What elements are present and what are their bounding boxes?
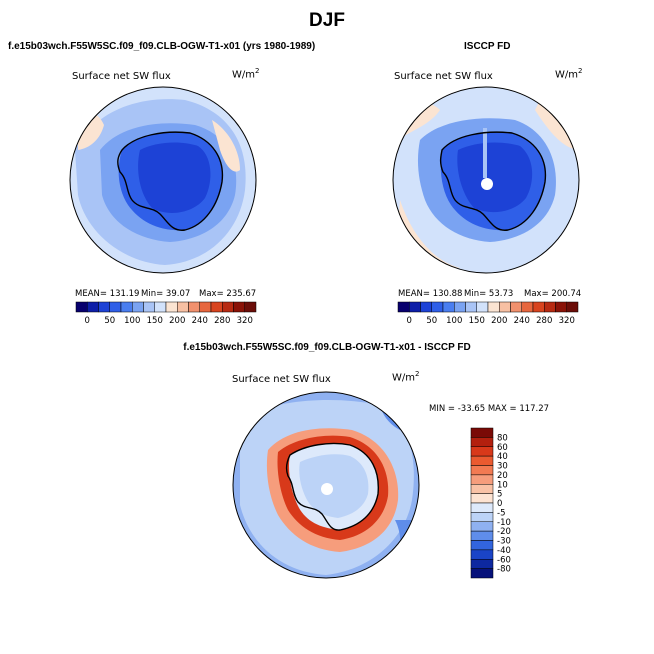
panel2-plateau-field xyxy=(457,142,533,213)
panel1-stats-max: Max= 235.67 xyxy=(199,289,257,299)
panel1-colorbar-tick-label: 320 xyxy=(237,316,253,326)
panel3-colorbar-box xyxy=(470,446,494,457)
panel3-colorbar-tick-label: 80 xyxy=(497,433,508,443)
panel2-colorbar-tick-label: 100 xyxy=(446,316,462,326)
panel3-colorbar-tick-label: 60 xyxy=(497,443,508,453)
panel3-colorbar-tick-label: -80 xyxy=(497,565,511,575)
panel3-colorbar-box xyxy=(470,502,494,513)
panel1-plateau-field xyxy=(138,142,211,213)
panel2-colorbar-box xyxy=(566,301,579,313)
panel3-colorbar-box xyxy=(470,549,494,560)
panel3-coastline xyxy=(285,442,379,531)
panel1-colorbar-tick-label: 240 xyxy=(192,316,208,326)
panel3-colorbar-tick-label: 30 xyxy=(497,462,508,472)
panel1-stats-mean: MEAN= 131.19 xyxy=(75,289,140,299)
panel3-colorbar-tick-label: -10 xyxy=(497,518,511,528)
panel1-map-border xyxy=(69,86,257,274)
panel2-colorbar-tick-label: 50 xyxy=(426,316,437,326)
panel2-polar-hole xyxy=(481,178,493,190)
panel2-colorbar-tick-label: 320 xyxy=(559,316,575,326)
panel2-coastline xyxy=(439,131,547,231)
panel3-colorbar-tick-label: 20 xyxy=(497,471,508,481)
panel3-colorbar-box xyxy=(470,540,494,551)
panel3-polar-hole xyxy=(321,483,333,495)
panel1-coastline xyxy=(117,131,224,231)
panel3-colorbar-tick-label: 0 xyxy=(497,499,502,509)
panel2-variable-label: Surface net SW flux xyxy=(394,71,493,82)
panel3-colorbar-tick-label: 40 xyxy=(497,452,508,462)
panel1-variable-label: Surface net SW flux xyxy=(72,71,171,82)
panel3-colorbar-box xyxy=(470,484,494,494)
panel2-colorbar-tick-label: 150 xyxy=(469,316,485,326)
panel3-colorbar-tick-label: -20 xyxy=(497,527,511,537)
panel3-colorbar-tick-label: -40 xyxy=(497,546,511,556)
panel3-colorbar-box xyxy=(470,493,494,504)
panel1-warm-patch-east xyxy=(212,120,240,172)
panel2-map-border xyxy=(392,86,580,274)
panel3-colorbar-box xyxy=(470,474,494,485)
panel3-colorbar-tick-label: 10 xyxy=(497,480,508,490)
panel1-colorbar-tick-label: 100 xyxy=(124,316,140,326)
panel2-colorbar-tick-label: 200 xyxy=(491,316,507,326)
panel3-colorbar-box xyxy=(470,568,494,579)
panel2-units: W/m2 xyxy=(555,67,583,81)
panel1-colorbar-tick-label: 150 xyxy=(147,316,163,326)
panel1-colorbar-tick-label: 200 xyxy=(169,316,185,326)
panel3-case-title: f.e15b03wch.F55W5SC.f09_f09.CLB-OGW-T1-x… xyxy=(183,342,471,353)
panel1-colorbar-tick-label: 280 xyxy=(214,316,230,326)
panel3-colorbar-box xyxy=(470,465,494,476)
panel3-map-border xyxy=(232,391,420,579)
panel3-units: W/m2 xyxy=(392,370,420,384)
panel2-stats-min: Min= 53.73 xyxy=(464,289,514,299)
panel3-colorbar-tick-label: -30 xyxy=(497,537,511,547)
panel2-stats-mean: MEAN= 130.88 xyxy=(398,289,463,299)
panel1-units: W/m2 xyxy=(232,67,260,81)
panel2-colorbar-tick-label: 280 xyxy=(536,316,552,326)
panel2-colorbar-tick-label: 0 xyxy=(407,316,412,326)
panel3-colorbar-box xyxy=(470,512,494,522)
panel3-colorbar-box xyxy=(470,521,494,532)
panel3-colorbar-box xyxy=(470,455,494,466)
panel2-stats-max: Max= 200.74 xyxy=(524,289,582,299)
panel1-stats-min: Min= 39.07 xyxy=(141,289,191,299)
panel3-variable-label: Surface net SW flux xyxy=(232,374,331,385)
panel1-colorbar-tick-label: 50 xyxy=(104,316,115,326)
panel3-interior-inner xyxy=(299,454,369,518)
panel3-colorbar-tick-label: 5 xyxy=(497,490,502,500)
panel2-warm-patch-ne xyxy=(535,100,578,150)
panel3-colorbar-tick-label: -60 xyxy=(497,555,511,565)
panel1-case-title: f.e15b03wch.F55W5SC.f09_f09.CLB-OGW-T1-x… xyxy=(8,41,316,52)
panel3-stats: MIN = -33.65 MAX = 117.27 xyxy=(429,404,550,414)
panel2-artifact-line xyxy=(483,128,487,178)
page-title: DJF xyxy=(309,10,345,31)
panel3-colorbar-box xyxy=(470,437,494,447)
panel1-colorbar-box xyxy=(244,301,257,313)
panel2-colorbar-tick-label: 240 xyxy=(514,316,530,326)
panel3-colorbar-tick-label: -5 xyxy=(497,508,505,518)
panel3-colorbar-box xyxy=(470,427,494,438)
panel3-colorbar-box xyxy=(470,559,494,569)
panel3-colorbar-box xyxy=(470,530,494,541)
panel1-colorbar-tick-label: 0 xyxy=(85,316,90,326)
panel2-case-title: ISCCP FD xyxy=(464,41,511,52)
